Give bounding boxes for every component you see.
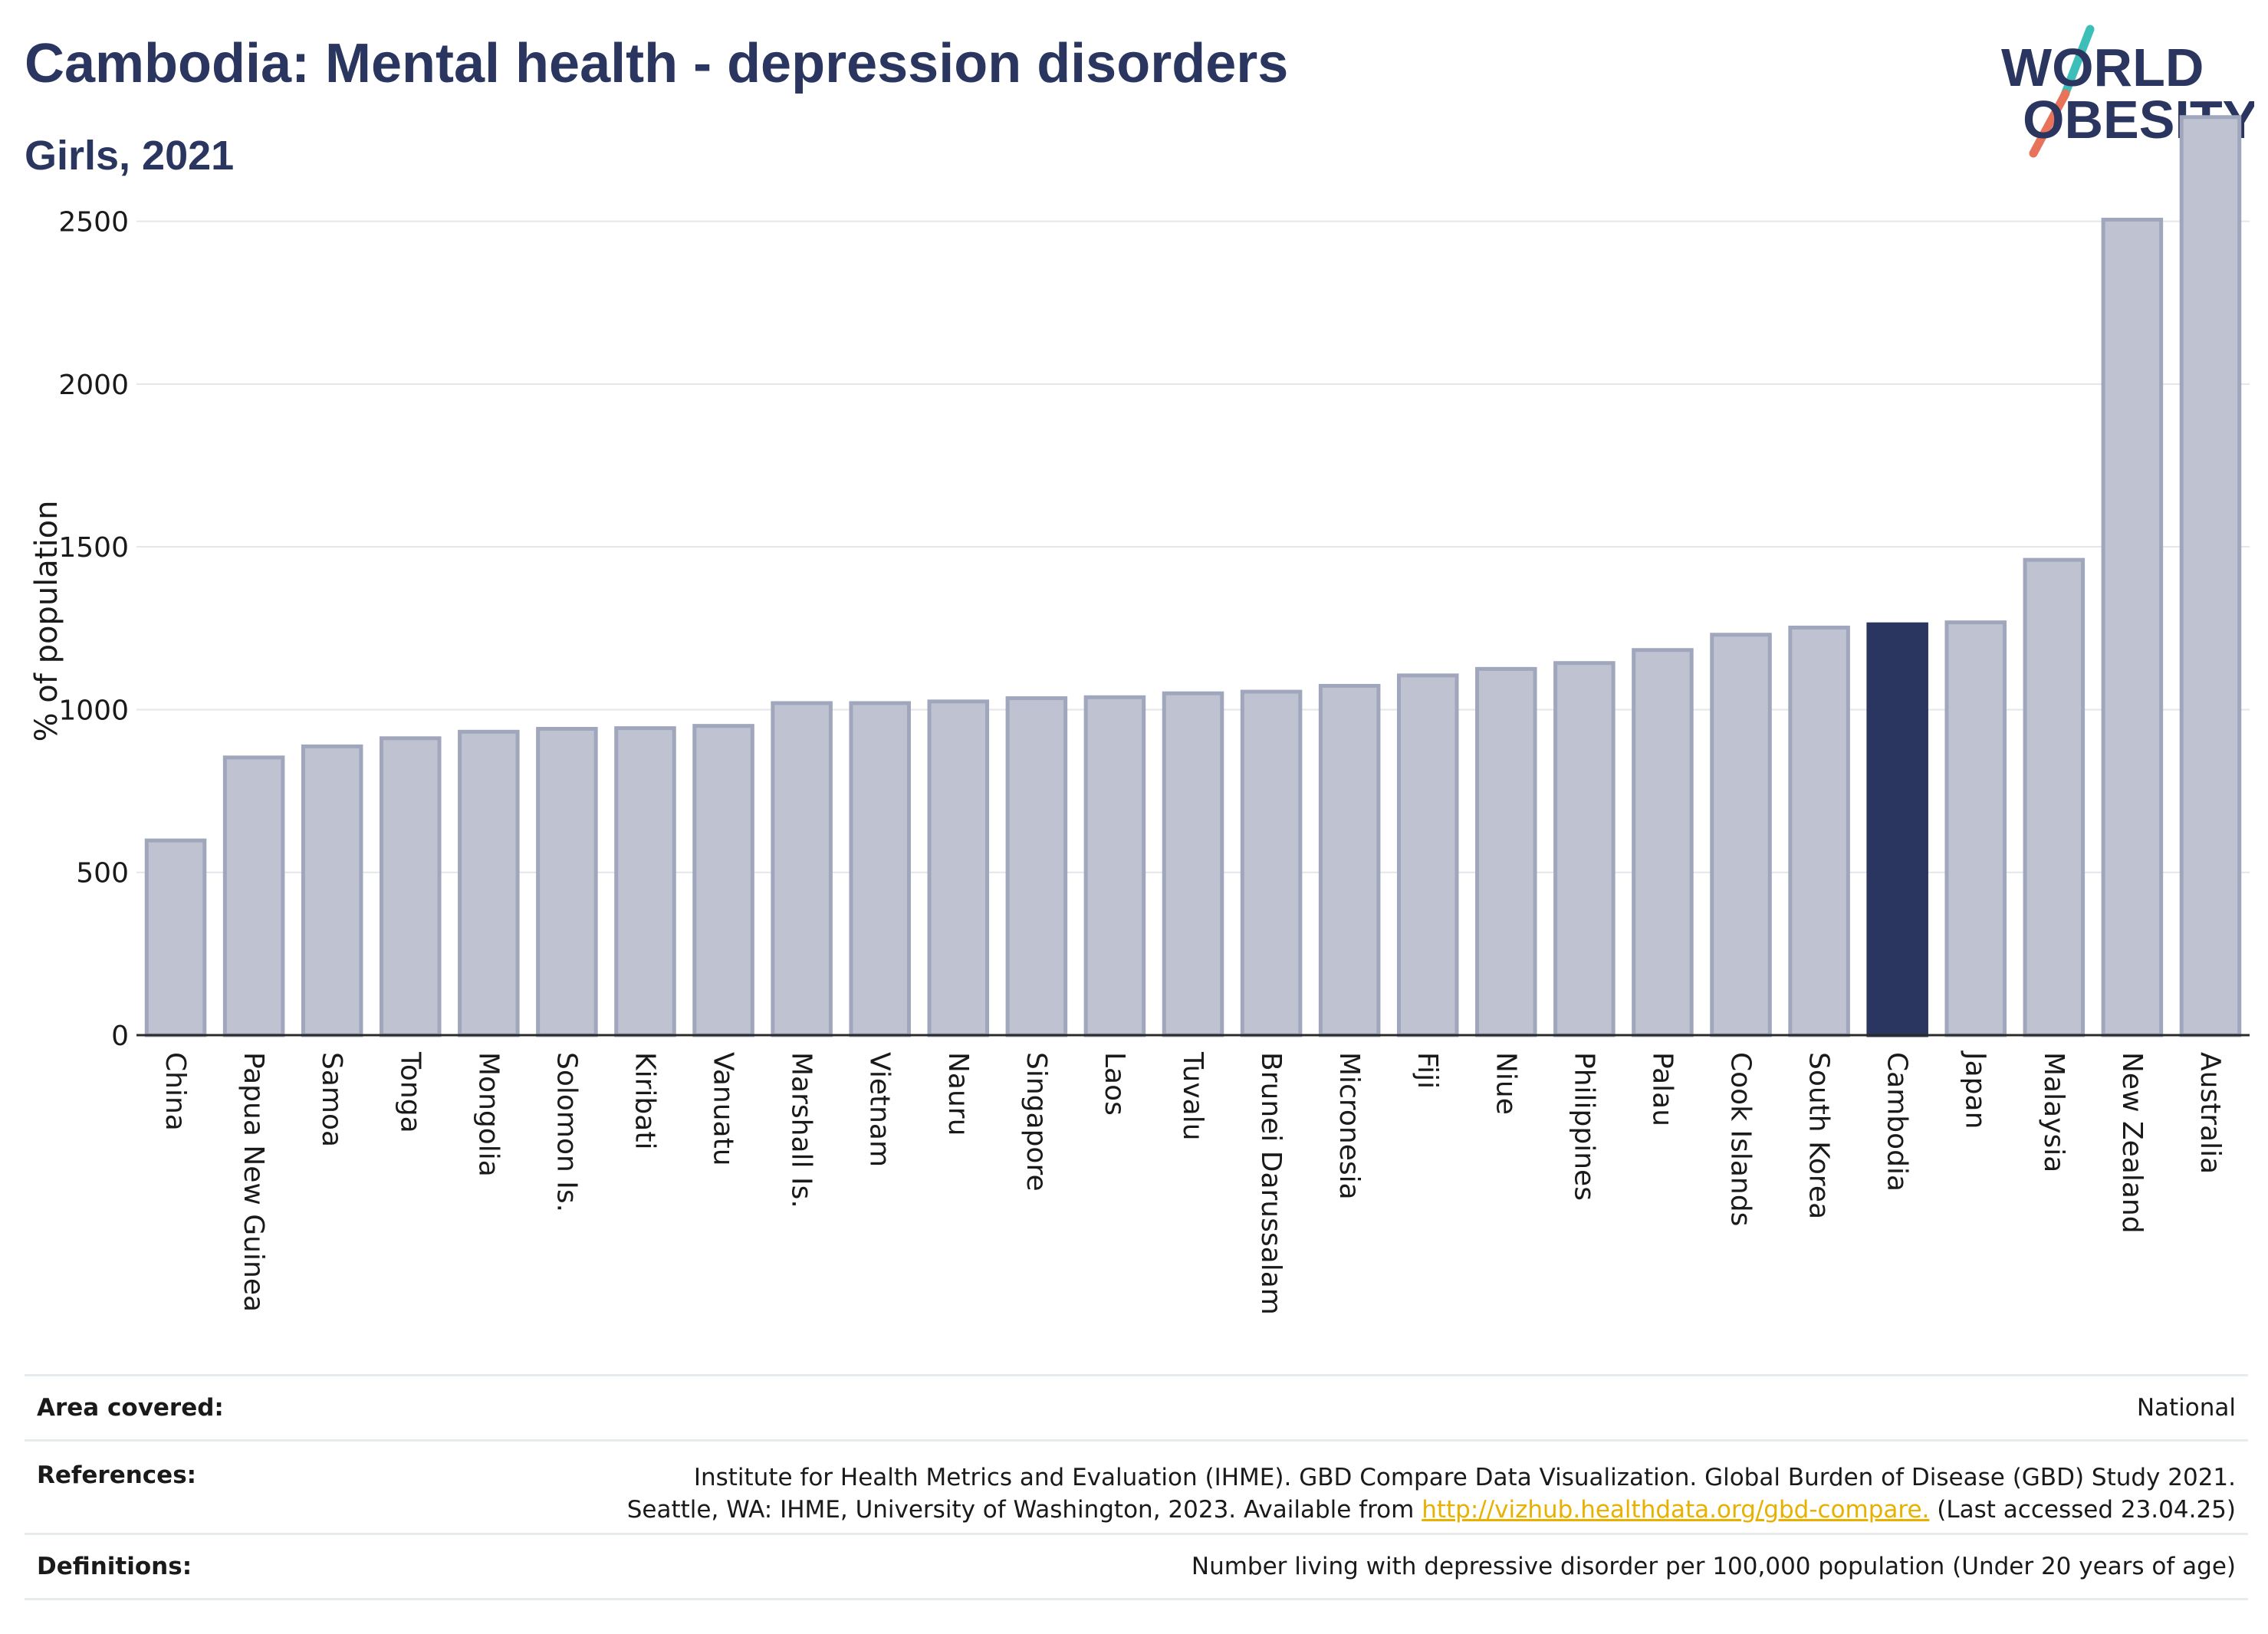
references-line-2-pre: Seattle, WA: IHME, University of Washing… xyxy=(626,1496,1415,1524)
x-tick-label: Kiribati xyxy=(629,1052,660,1149)
bar-brunei-darussalam[interactable] xyxy=(1240,689,1303,1037)
bar-samoa[interactable] xyxy=(301,744,363,1037)
x-tick-label: China xyxy=(159,1052,191,1131)
x-tick-label: Solomon Is. xyxy=(551,1052,582,1212)
x-tick-label: Laos xyxy=(1099,1052,1130,1116)
references-line-1: Institute for Health Metrics and Evaluat… xyxy=(693,1464,2236,1491)
x-tick-label: Papua New Guinea xyxy=(238,1052,269,1312)
x-tick-label: South Korea xyxy=(1803,1052,1835,1219)
bar-china[interactable] xyxy=(144,838,207,1037)
bar-philippines[interactable] xyxy=(1553,661,1616,1037)
x-tick-label: Brunei Darussalam xyxy=(1255,1052,1287,1315)
x-tick-label: Nauru xyxy=(942,1052,974,1136)
bar-vanuatu[interactable] xyxy=(692,724,754,1037)
bar-tonga[interactable] xyxy=(379,736,442,1037)
bar-south-korea[interactable] xyxy=(1788,625,1850,1037)
y-tick-label: 500 xyxy=(76,858,129,889)
references-link[interactable]: http://vizhub.healthdata.org/gbd-compare… xyxy=(1422,1496,1930,1524)
y-tick-label: 2500 xyxy=(58,207,129,238)
y-axis-title: % of population xyxy=(29,501,64,742)
bar-micronesia[interactable] xyxy=(1318,683,1381,1037)
bar-marshall-is[interactable] xyxy=(771,701,833,1037)
x-tick-label: Vanuatu xyxy=(708,1052,739,1166)
references-value: Institute for Health Metrics and Evaluat… xyxy=(627,1461,2236,1526)
bar-australia[interactable] xyxy=(2179,115,2242,1037)
bar-fiji[interactable] xyxy=(1396,673,1459,1037)
bar-papua-new-guinea[interactable] xyxy=(222,755,285,1037)
bar-solomon-is[interactable] xyxy=(536,726,598,1037)
bar-singapore[interactable] xyxy=(1005,696,1068,1037)
x-tick-label: New Zealand xyxy=(2116,1052,2148,1234)
references-row: References: Institute for Health Metrics… xyxy=(25,1439,2248,1533)
x-tick-label: Niue xyxy=(1490,1052,1521,1115)
page-subtitle: Girls, 2021 xyxy=(25,133,235,179)
x-tick-label: Mongolia xyxy=(472,1052,504,1177)
definitions-value: Number living with depressive disorder p… xyxy=(1191,1553,2236,1580)
definitions-label: Definitions: xyxy=(37,1553,192,1580)
page-title: Cambodia: Mental health - depression dis… xyxy=(25,33,1289,94)
bar-palau[interactable] xyxy=(1632,648,1694,1037)
y-axis-ticks: 0 500 1000 1500 2000 2500 xyxy=(58,207,129,1052)
y-tick-label: 0 xyxy=(111,1021,129,1052)
x-tick-label: Cambodia xyxy=(1882,1052,1913,1192)
references-line-2-post: (Last accessed 23.04.25) xyxy=(1937,1496,2236,1524)
bar-niue[interactable] xyxy=(1475,666,1537,1037)
x-axis-labels: China Papua New Guinea Samoa Tonga Mongolia S… xyxy=(159,1050,2226,1315)
bar-mongolia[interactable] xyxy=(458,729,520,1037)
area-covered-row: Area covered: National xyxy=(25,1374,2248,1439)
bar-japan[interactable] xyxy=(1944,620,2007,1037)
x-tick-label: Tonga xyxy=(394,1051,426,1133)
x-tick-label: Samoa xyxy=(316,1052,347,1147)
area-covered-value: National xyxy=(2136,1394,2236,1422)
x-tick-label: Vietnam xyxy=(864,1052,896,1167)
x-tick-label: Philippines xyxy=(1568,1052,1599,1201)
x-tick-label: Marshall Is. xyxy=(786,1052,817,1208)
svg-text:WORLD: WORLD xyxy=(2001,38,2204,97)
bar-vietnam[interactable] xyxy=(849,701,911,1037)
bar-laos[interactable] xyxy=(1083,695,1146,1037)
bar-tuvalu[interactable] xyxy=(1162,691,1224,1037)
bar-kiribati[interactable] xyxy=(614,726,676,1037)
bar-cambodia[interactable] xyxy=(1866,622,1928,1037)
y-tick-label: 1000 xyxy=(58,695,129,726)
definitions-row: Definitions: Number living with depressi… xyxy=(25,1533,2248,1600)
x-tick-label: Tuvalu xyxy=(1177,1051,1208,1141)
x-tick-label: Cook Islands xyxy=(1725,1052,1757,1226)
x-tick-label: Malaysia xyxy=(2038,1052,2069,1172)
bars xyxy=(144,115,2242,1037)
bar-malaysia[interactable] xyxy=(2023,557,2086,1037)
area-covered-label: Area covered: xyxy=(37,1394,224,1422)
bar-nauru[interactable] xyxy=(927,699,990,1037)
y-tick-label: 1500 xyxy=(58,532,129,564)
bar-chart: 0 500 1000 1500 2000 2500 China Papua New Guin… xyxy=(29,115,2250,1315)
y-tick-label: 2000 xyxy=(58,370,129,401)
x-tick-label: Fiji xyxy=(1412,1052,1443,1089)
chart-footer: Area covered: National References: Insti… xyxy=(25,1374,2248,1600)
x-tick-label: Australia xyxy=(2194,1052,2226,1174)
bar-new-zealand[interactable] xyxy=(2101,217,2164,1037)
references-label: References: xyxy=(37,1461,197,1489)
bar-cook-islands[interactable] xyxy=(1710,633,1772,1037)
x-tick-label: Palau xyxy=(1646,1052,1678,1126)
x-tick-label: Micronesia xyxy=(1333,1052,1365,1200)
x-tick-label: Japan xyxy=(1960,1050,1991,1129)
x-tick-label: Singapore xyxy=(1021,1052,1052,1192)
